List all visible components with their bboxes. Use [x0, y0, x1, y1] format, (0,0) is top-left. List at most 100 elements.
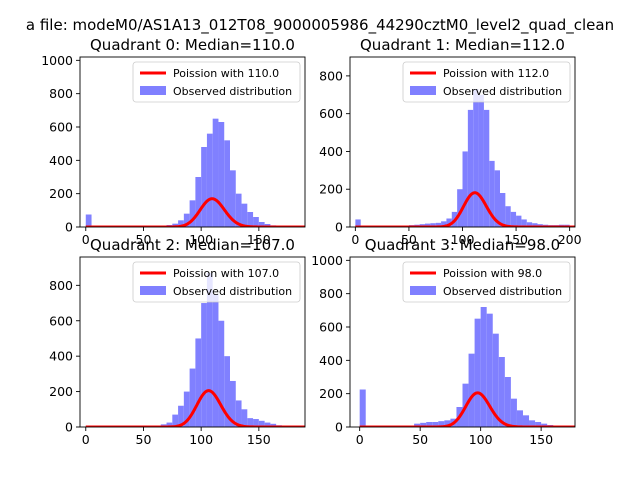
- histogram-bar: [467, 109, 474, 227]
- legend-bar-swatch: [140, 286, 166, 295]
- y-tick-label: 0: [335, 420, 343, 435]
- axes-frame: [79, 256, 306, 428]
- histogram-bar: [241, 203, 248, 227]
- legend-bar-swatch: [410, 286, 436, 295]
- plot-area: [85, 118, 305, 227]
- histogram-bar: [532, 223, 538, 227]
- x-tick-label: 0: [82, 232, 90, 247]
- histogram-bar: [166, 422, 173, 427]
- histogram-bar: [435, 222, 442, 227]
- histogram-bar: [201, 147, 207, 227]
- histogram-bar: [438, 421, 445, 427]
- histogram-bar: [206, 133, 213, 227]
- histogram-bar: [178, 220, 184, 227]
- x-tick-label: 100: [189, 232, 213, 247]
- x-tick-label: 0: [356, 432, 364, 447]
- axes-frame: [349, 256, 576, 428]
- histogram-bar: [172, 414, 179, 427]
- plot-area: [359, 307, 575, 427]
- x-tick-label: 0: [351, 232, 359, 247]
- histogram-bar: [212, 294, 219, 427]
- histogram-bar: [206, 272, 213, 427]
- histogram-bar: [172, 223, 179, 227]
- histogram-bar: [258, 222, 265, 227]
- y-tick-label: 600: [319, 320, 343, 335]
- x-tick-label: 50: [136, 432, 152, 447]
- histogram-bar: [526, 222, 533, 227]
- quadrant-1-subplot: 0 50 100 150 200 0 200 400 600 800 Poission with 1…: [319, 36, 581, 247]
- histogram-bar: [253, 217, 259, 227]
- plot-area: [354, 89, 575, 227]
- histogram-bar: [480, 307, 487, 427]
- histogram-bar: [235, 400, 242, 427]
- x-tick-label: 50: [136, 232, 152, 247]
- quadrant-3-subplot: 0 50 100 150 0 200 400 600 800 1000 Poission with …: [311, 236, 576, 447]
- x-tick-label: 200: [558, 232, 582, 247]
- y-tick-label: 400: [49, 349, 73, 364]
- figure-suptitle: a file: modeM0/AS1A13_012T08_9000005986_…: [26, 16, 614, 35]
- histogram-bar: [218, 122, 225, 227]
- legend-label-observed: Observed distribution: [173, 285, 292, 298]
- poisson-fit-line: [85, 197, 305, 227]
- subplot-title: Quadrant 2: Median=107.0: [90, 236, 295, 254]
- legend-box: [132, 61, 301, 103]
- x-tick-label: 50: [401, 232, 417, 247]
- histogram-bar: [253, 419, 259, 427]
- histogram-bar: [201, 303, 207, 427]
- y-tick-label: 200: [319, 182, 343, 197]
- x-tick-label: 100: [451, 232, 475, 247]
- x-tick-label: 150: [504, 232, 528, 247]
- legend-label-fit: Poission with 112.0: [443, 67, 549, 80]
- subplot-title: Quadrant 1: Median=112.0: [360, 36, 565, 54]
- x-tick-label: 100: [469, 432, 493, 447]
- legend-box: [402, 61, 571, 103]
- poisson-fit-line: [359, 391, 575, 427]
- histogram-bar: [425, 223, 431, 227]
- histogram-bar: [516, 410, 523, 427]
- histogram-bar: [444, 420, 451, 427]
- histogram-bar: [504, 377, 511, 427]
- y-tick-label: 1000: [311, 253, 343, 268]
- histogram-bar: [195, 177, 202, 227]
- histogram-bar: [212, 118, 219, 227]
- histogram-bar: [521, 219, 527, 227]
- histogram-bar: [529, 420, 536, 427]
- y-tick-label: 0: [65, 420, 73, 435]
- y-tick-label: 800: [49, 86, 73, 101]
- histogram-bar: [224, 140, 230, 227]
- legend: Poission with 110.0 Observed distribution: [132, 61, 301, 103]
- poisson-fit-line: [354, 191, 575, 227]
- legend-label-fit: Poission with 110.0: [173, 67, 279, 80]
- y-tick-label: 200: [319, 386, 343, 401]
- histogram-bar: [510, 398, 517, 427]
- histogram-bar: [230, 380, 236, 427]
- x-tick-label: 150: [529, 432, 553, 447]
- histogram-bar: [535, 422, 542, 427]
- histogram-bar: [183, 391, 190, 427]
- quadrant-0-subplot: 0 50 100 150 0 200 400 600 800 1000 Poission with …: [41, 36, 306, 247]
- histogram-bar: [235, 193, 242, 227]
- subplot-title: Quadrant 3: Median=98.0: [365, 236, 560, 254]
- histogram-bar: [462, 151, 468, 227]
- histogram-bar: [441, 221, 447, 227]
- legend: Poission with 112.0 Observed distribution: [402, 61, 571, 103]
- histogram-bar: [457, 189, 463, 227]
- histogram-bar: [522, 415, 530, 427]
- legend-label-observed: Observed distribution: [443, 285, 562, 298]
- legend-label-fit: Poission with 107.0: [173, 267, 279, 280]
- x-tick-label: 50: [412, 432, 428, 447]
- histogram-bar: [414, 423, 421, 427]
- histogram-bar: [486, 313, 493, 427]
- histogram-bar: [224, 356, 230, 427]
- histogram-bar: [510, 211, 517, 227]
- x-tick-label: 0: [82, 432, 90, 447]
- x-tick-label: 100: [189, 432, 213, 447]
- subplot-title: Quadrant 0: Median=110.0: [90, 36, 295, 54]
- histogram-bar: [483, 109, 490, 227]
- histogram-bar: [505, 206, 511, 227]
- histogram-bar: [264, 422, 271, 427]
- plot-area: [85, 272, 305, 427]
- y-tick-label: 0: [335, 220, 343, 235]
- legend-bar-swatch: [140, 86, 166, 95]
